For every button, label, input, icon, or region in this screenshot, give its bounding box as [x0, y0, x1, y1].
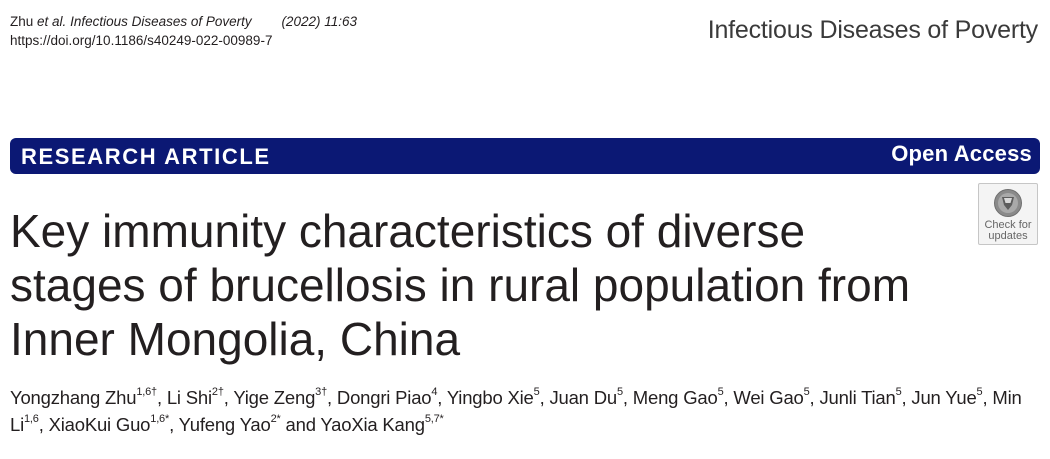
author-name: Min Li: [10, 387, 1022, 435]
author-affiliation: 3†: [315, 385, 328, 398]
author-name: Juan Du: [549, 387, 617, 408]
check-updates-icon: [994, 189, 1022, 217]
author-affiliation: 5: [895, 385, 902, 398]
author-separator: ,: [982, 387, 993, 408]
author[interactable]: Yongzhang Zhu1,6†: [10, 385, 157, 408]
citation-author: Zhu: [10, 14, 34, 29]
author[interactable]: Yige Zeng3†: [233, 385, 328, 408]
author-name: YaoXia Kang: [320, 414, 425, 435]
author[interactable]: Li Shi2†: [166, 385, 224, 408]
author-name: Junli Tian: [819, 387, 896, 408]
author-affiliation: 2*: [270, 412, 281, 425]
article-title: Key immunity characteristics of diverse …: [10, 205, 911, 365]
author-affiliation: 5,7*: [424, 412, 444, 425]
citation-year-volume: (2022) 11:63: [281, 14, 357, 29]
author-affiliation: 5: [717, 385, 724, 398]
author-separator: ,: [169, 414, 179, 435]
author[interactable]: Yingbo Xie5: [446, 385, 540, 408]
author-affiliation: 5: [533, 385, 540, 398]
author-affiliation: 5: [803, 385, 810, 398]
author-name: Wei Gao: [733, 387, 804, 408]
author-separator: ,: [437, 387, 447, 408]
citation-journal: Infectious Diseases of Poverty: [70, 14, 252, 29]
author[interactable]: Juan Du5: [549, 385, 623, 408]
author-separator: ,: [156, 387, 167, 408]
author-name: Yongzhang Zhu: [10, 387, 137, 408]
author-name: Yingbo Xie: [446, 387, 534, 408]
author-list: Yongzhang Zhu1,6†, Li Shi2†, Yige Zeng3†…: [10, 384, 1045, 438]
author-affiliation: 2†: [211, 385, 224, 398]
author-name: XiaoKui Guo: [48, 414, 151, 435]
author-separator: and: [280, 414, 321, 435]
citation-doi-link[interactable]: https://doi.org/10.1186/s40249-022-00989…: [10, 33, 273, 48]
author-name: Yufeng Yao: [178, 414, 271, 435]
open-access-label: Open Access: [891, 141, 1032, 166]
citation: Zhu et al. Infectious Diseases of Povert…: [10, 12, 357, 50]
author[interactable]: Junli Tian5: [819, 385, 902, 408]
author-affiliation: 1,6†: [136, 385, 157, 398]
author-name: Dongri Piao: [336, 387, 432, 408]
author[interactable]: Wei Gao5: [733, 385, 810, 408]
citation-etal: et al.: [37, 14, 67, 29]
author-separator: ,: [901, 387, 912, 408]
article-type-banner: RESEARCH ARTICLE Open Access: [10, 138, 1040, 174]
author-affiliation: 5: [616, 385, 623, 398]
author-affiliation: 5: [976, 385, 983, 398]
author[interactable]: Min Li1,6: [10, 387, 1022, 435]
author-name: Yige Zeng: [233, 387, 316, 408]
check-updates-line2: updates: [988, 230, 1028, 242]
check-for-updates-badge[interactable]: Check for updates: [978, 183, 1038, 245]
author-affiliation: 1,6*: [150, 412, 170, 425]
author-separator: ,: [809, 387, 820, 408]
article-type: RESEARCH ARTICLE: [21, 144, 271, 169]
author-separator: ,: [327, 387, 337, 408]
check-updates-line1: Check for: [984, 219, 1032, 231]
citation-line: Zhu et al. Infectious Diseases of Povert…: [10, 12, 357, 31]
author-name: Jun Yue: [911, 387, 977, 408]
author[interactable]: Yufeng Yao2*: [178, 412, 281, 435]
author[interactable]: XiaoKui Guo1,6*: [48, 412, 170, 435]
author-name: Meng Gao: [632, 387, 718, 408]
author[interactable]: Jun Yue5: [911, 385, 983, 408]
author-name: Li Shi: [166, 387, 212, 408]
author-separator: ,: [223, 387, 234, 408]
author-affiliation: 4: [431, 385, 438, 398]
author[interactable]: Meng Gao5: [632, 385, 724, 408]
author-separator: ,: [723, 387, 734, 408]
author[interactable]: YaoXia Kang5,7*: [320, 412, 444, 435]
author-separator: ,: [622, 387, 633, 408]
author-separator: ,: [539, 387, 550, 408]
author[interactable]: Dongri Piao4: [336, 385, 438, 408]
author-affiliation: 1,6: [24, 412, 39, 425]
author-separator: ,: [38, 414, 49, 435]
journal-name: Infectious Diseases of Poverty: [707, 16, 1038, 44]
